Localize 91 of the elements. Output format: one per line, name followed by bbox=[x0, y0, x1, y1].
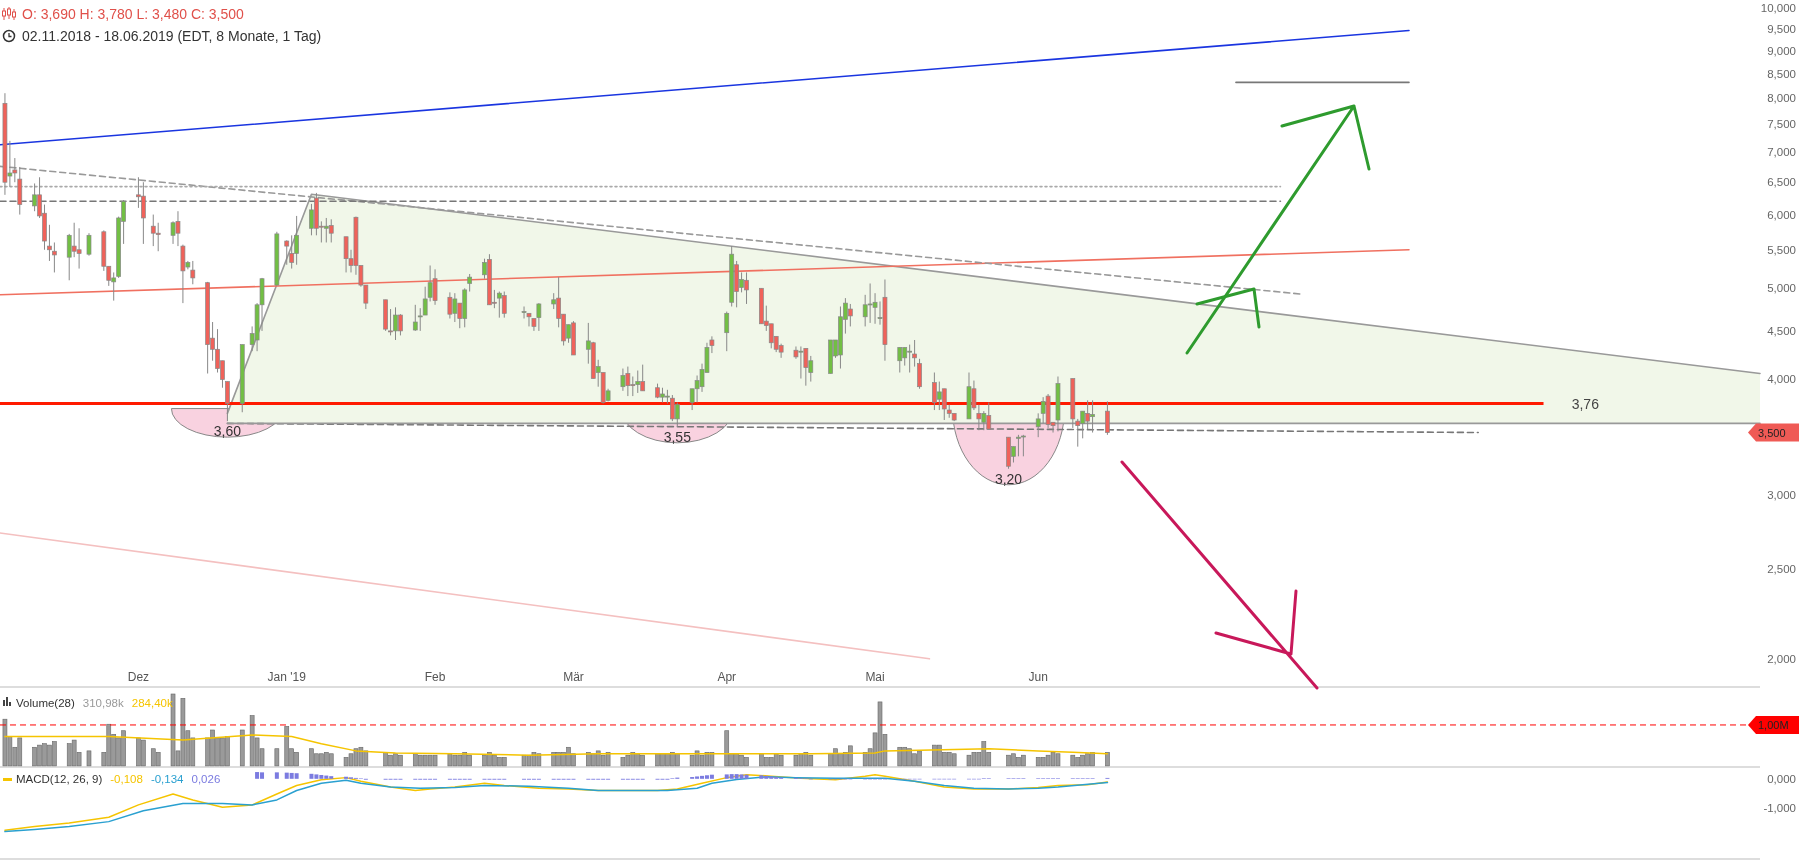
x-tick-label: Apr bbox=[717, 670, 737, 684]
bar bbox=[778, 754, 784, 767]
bar bbox=[897, 746, 903, 767]
y-tick-label: 5,000 bbox=[1767, 282, 1796, 295]
bar bbox=[343, 757, 349, 767]
bar bbox=[1040, 757, 1046, 767]
candlestick bbox=[52, 241, 57, 273]
candlestick bbox=[343, 236, 349, 273]
bar bbox=[724, 730, 730, 767]
bar bbox=[274, 772, 279, 779]
bar bbox=[709, 774, 714, 779]
annotation: 3,55 bbox=[663, 428, 692, 445]
candlestick bbox=[47, 224, 52, 262]
candlestick bbox=[724, 311, 730, 352]
y-tick-label: 10,000 bbox=[1760, 2, 1796, 15]
bar bbox=[86, 750, 92, 767]
bar bbox=[768, 757, 774, 767]
x-tick-label: Jan '19 bbox=[267, 670, 307, 684]
candlestick bbox=[412, 304, 418, 332]
bar bbox=[328, 753, 334, 767]
annotation: 284,40k bbox=[131, 697, 173, 709]
y-tick-label: 0,000 bbox=[1767, 772, 1796, 785]
bar bbox=[284, 726, 290, 767]
candlestick bbox=[674, 401, 680, 428]
candlestick bbox=[1105, 400, 1110, 436]
bar bbox=[620, 757, 626, 767]
candlestick bbox=[86, 232, 92, 257]
bar bbox=[1070, 754, 1076, 767]
y-tick-label: 6,500 bbox=[1767, 176, 1796, 189]
bar bbox=[951, 753, 957, 767]
bar bbox=[274, 748, 280, 767]
candlestick bbox=[917, 358, 922, 390]
x-tick-label: Feb bbox=[424, 670, 446, 684]
annotation: 3,500 bbox=[1758, 426, 1786, 439]
y-tick-label: 4,000 bbox=[1767, 372, 1796, 385]
candlestick bbox=[76, 227, 82, 270]
annotation: 310,98k bbox=[82, 697, 124, 709]
annotation: -0,134 bbox=[150, 773, 185, 785]
bar bbox=[344, 776, 349, 779]
candlestick bbox=[289, 234, 295, 270]
y-tick-label: 3,000 bbox=[1767, 488, 1796, 501]
candlestick bbox=[328, 218, 334, 243]
bar bbox=[447, 753, 453, 767]
candlestick bbox=[447, 291, 453, 320]
y-tick-label: 6,000 bbox=[1767, 208, 1796, 221]
candlestick bbox=[897, 346, 903, 374]
y-tick-label: 8,500 bbox=[1767, 67, 1796, 80]
y-tick-label: 2,500 bbox=[1767, 562, 1796, 575]
annotation: 3,20 bbox=[994, 470, 1023, 487]
x-tick-label: Mai bbox=[865, 670, 885, 684]
y-tick-label: 9,500 bbox=[1767, 22, 1796, 35]
y-tick-label: 2,000 bbox=[1767, 652, 1796, 665]
ref-line-label: 3,76 bbox=[1571, 395, 1600, 412]
chart-title: Volume(28) bbox=[16, 697, 75, 709]
annotation: -0,108 bbox=[110, 773, 143, 785]
bar bbox=[155, 752, 161, 767]
bar bbox=[759, 775, 764, 779]
annotation: 0,026 bbox=[191, 773, 221, 785]
bar bbox=[793, 754, 799, 767]
bar bbox=[239, 729, 245, 767]
y-tick-label: 9,000 bbox=[1767, 44, 1796, 57]
y-tick-label: 5,500 bbox=[1767, 243, 1796, 256]
y-tick-label: 7,500 bbox=[1767, 118, 1796, 131]
candlestick bbox=[155, 222, 161, 252]
bar bbox=[744, 774, 749, 779]
bar bbox=[309, 773, 314, 779]
candlestick bbox=[847, 303, 853, 327]
ref-line-label: 1,00M bbox=[1758, 718, 1789, 731]
bar bbox=[294, 773, 299, 779]
bar bbox=[551, 752, 557, 767]
annotation: 3,60 bbox=[213, 423, 242, 440]
bar bbox=[255, 772, 260, 779]
bar bbox=[966, 754, 972, 767]
y-tick-label: 8,000 bbox=[1767, 92, 1796, 105]
x-tick-label: Mär bbox=[563, 670, 584, 684]
bar bbox=[521, 754, 527, 767]
candlestick bbox=[284, 239, 290, 266]
y-tick-label: 7,000 bbox=[1767, 146, 1796, 159]
candlestick bbox=[912, 339, 917, 368]
bar bbox=[417, 754, 423, 767]
x-tick-label: Jun bbox=[1028, 670, 1048, 684]
y-tick-label: 4,500 bbox=[1767, 324, 1796, 337]
chart-title: O: 3,690 H: 3,780 L: 3,480 C: 3,500 bbox=[22, 6, 245, 22]
bar bbox=[501, 757, 507, 767]
chart-title: MACD(12, 26, 9) bbox=[16, 773, 103, 785]
y-tick-label: -1,000 bbox=[1763, 802, 1796, 815]
candlestick bbox=[225, 381, 230, 422]
text: 02.11.2018 - 18.06.2019 (EDT, 8 Monate, 1 Tag) bbox=[22, 28, 322, 44]
bar bbox=[1105, 752, 1110, 767]
candlestick bbox=[501, 291, 507, 319]
x-tick-label: Dez bbox=[127, 670, 150, 684]
